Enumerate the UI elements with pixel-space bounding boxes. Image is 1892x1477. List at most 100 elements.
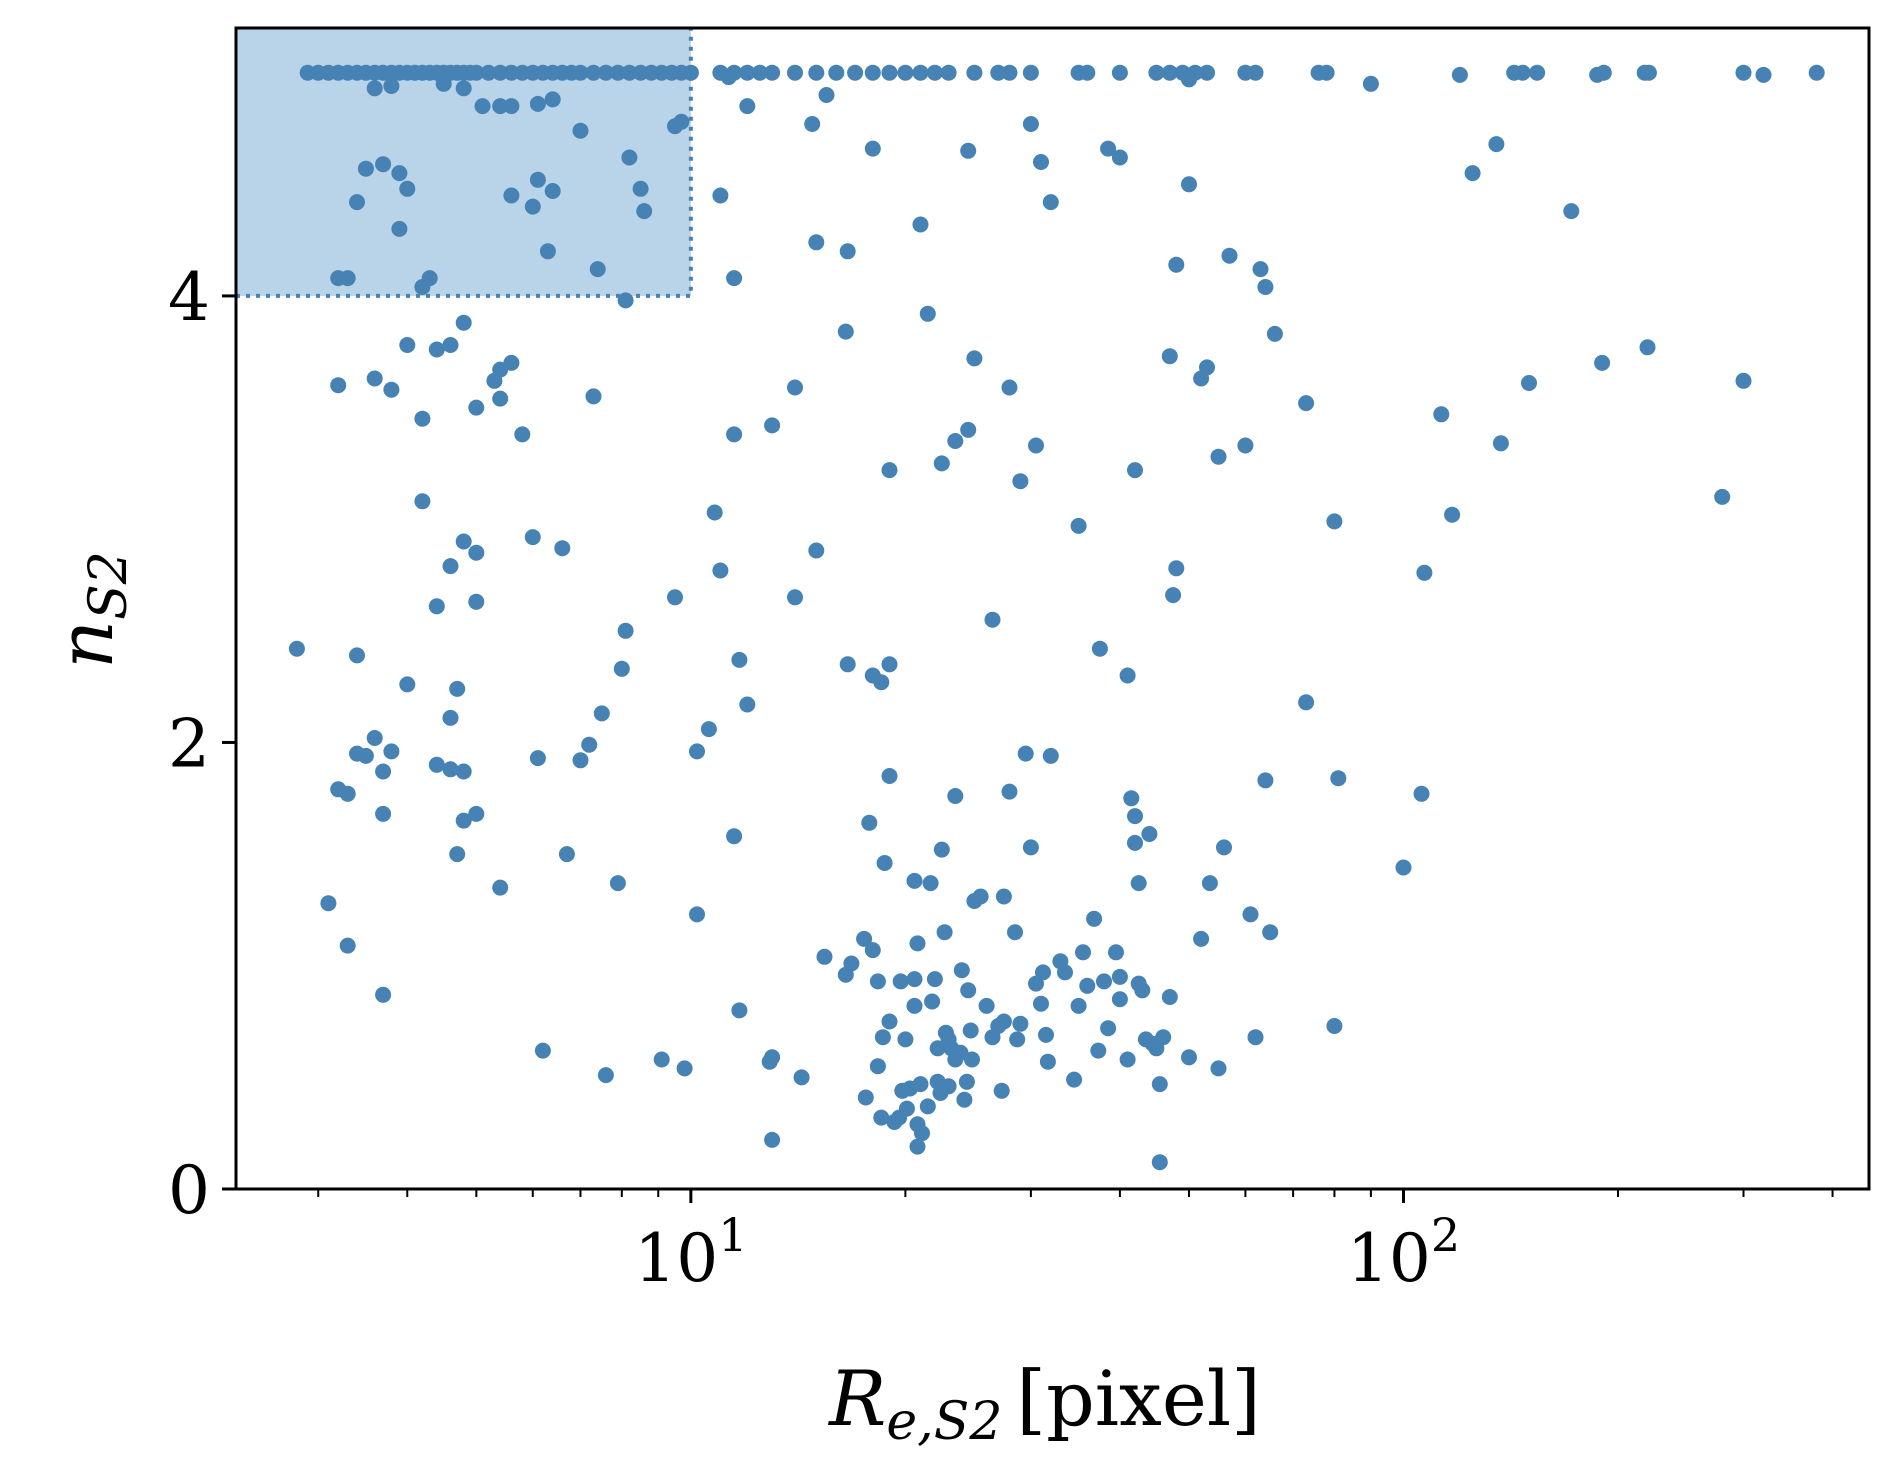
data-point bbox=[1111, 64, 1128, 81]
data-point bbox=[1141, 826, 1158, 842]
data-point bbox=[597, 1067, 614, 1084]
data-point bbox=[480, 64, 497, 81]
data-point bbox=[435, 75, 452, 92]
data-point bbox=[428, 756, 445, 773]
data-point bbox=[1433, 406, 1450, 423]
data-point bbox=[919, 305, 936, 322]
data-point bbox=[897, 1031, 914, 1048]
data-point bbox=[653, 1051, 670, 1068]
data-point bbox=[787, 379, 803, 396]
data-point bbox=[993, 1082, 1010, 1099]
data-point bbox=[689, 906, 705, 923]
data-point bbox=[1488, 136, 1505, 153]
data-point bbox=[1022, 839, 1039, 856]
data-point bbox=[1165, 587, 1182, 604]
data-point bbox=[1111, 991, 1128, 1008]
data-point bbox=[1464, 165, 1481, 182]
data-point bbox=[1066, 1071, 1083, 1088]
data-point bbox=[609, 64, 626, 81]
data-point bbox=[375, 805, 392, 822]
y-tick-label: 2 bbox=[168, 705, 210, 782]
data-point bbox=[1001, 783, 1018, 800]
data-point bbox=[524, 198, 541, 215]
data-point bbox=[712, 187, 729, 204]
data-point bbox=[874, 1029, 891, 1046]
data-point bbox=[857, 1089, 874, 1106]
data-point bbox=[492, 64, 509, 81]
data-point bbox=[764, 1049, 781, 1066]
data-point bbox=[617, 292, 634, 309]
data-point bbox=[621, 64, 638, 81]
data-point bbox=[726, 828, 743, 845]
data-point bbox=[720, 69, 737, 86]
data-point bbox=[953, 962, 970, 979]
data-point bbox=[881, 656, 898, 673]
data-point bbox=[700, 721, 717, 738]
data-point bbox=[914, 1125, 930, 1142]
data-point bbox=[940, 1078, 957, 1095]
data-point bbox=[1039, 1053, 1056, 1070]
data-point bbox=[621, 149, 638, 166]
data-point bbox=[383, 381, 400, 398]
data-point bbox=[919, 1098, 936, 1115]
data-point bbox=[468, 593, 485, 610]
data-point bbox=[1257, 279, 1274, 295]
data-point bbox=[529, 171, 546, 188]
data-point bbox=[881, 768, 898, 784]
data-point bbox=[912, 216, 929, 233]
data-point bbox=[689, 743, 705, 760]
data-point bbox=[897, 64, 914, 81]
data-point bbox=[864, 140, 881, 157]
data-point bbox=[995, 888, 1012, 905]
data-point bbox=[1242, 906, 1259, 923]
data-point bbox=[1216, 839, 1232, 856]
data-point bbox=[1127, 462, 1143, 479]
data-point bbox=[909, 935, 926, 952]
data-point bbox=[609, 875, 626, 892]
data-point bbox=[375, 986, 392, 1003]
data-point bbox=[682, 64, 699, 81]
data-point bbox=[421, 270, 438, 287]
data-point bbox=[1012, 1015, 1029, 1032]
data-point bbox=[449, 846, 466, 863]
data-point bbox=[787, 589, 803, 606]
data-point bbox=[1096, 973, 1112, 990]
data-point bbox=[442, 337, 459, 353]
data-point bbox=[539, 243, 556, 260]
data-point bbox=[731, 1002, 748, 1019]
data-point bbox=[339, 937, 356, 954]
data-point bbox=[1199, 359, 1215, 376]
data-point bbox=[455, 812, 472, 829]
plot-frame bbox=[234, 26, 1871, 1191]
data-point bbox=[492, 98, 509, 115]
data-point bbox=[1640, 64, 1657, 81]
data-point bbox=[933, 841, 950, 858]
data-point bbox=[764, 64, 781, 81]
data-point bbox=[1075, 944, 1091, 961]
data-point bbox=[1022, 116, 1039, 132]
data-point bbox=[428, 341, 445, 358]
data-point bbox=[739, 98, 756, 115]
data-point bbox=[414, 410, 431, 427]
data-point bbox=[585, 388, 602, 405]
data-point bbox=[873, 674, 890, 691]
data-point bbox=[960, 142, 977, 159]
data-point bbox=[984, 611, 1001, 628]
data-point bbox=[1123, 790, 1140, 807]
data-point bbox=[1252, 261, 1269, 278]
data-point bbox=[1079, 64, 1096, 81]
data-point bbox=[940, 64, 957, 81]
data-point bbox=[1181, 176, 1197, 193]
data-point bbox=[288, 640, 305, 657]
data-point bbox=[726, 426, 743, 443]
data-point bbox=[881, 462, 898, 479]
data-point bbox=[706, 504, 723, 521]
data-point bbox=[1042, 747, 1059, 764]
y-tick-label: 4 bbox=[168, 259, 210, 336]
data-point bbox=[1210, 448, 1227, 465]
data-point bbox=[1161, 989, 1178, 1005]
data-point bbox=[1017, 745, 1034, 762]
data-point bbox=[589, 261, 606, 278]
data-point bbox=[1130, 875, 1147, 892]
data-point bbox=[572, 752, 589, 769]
